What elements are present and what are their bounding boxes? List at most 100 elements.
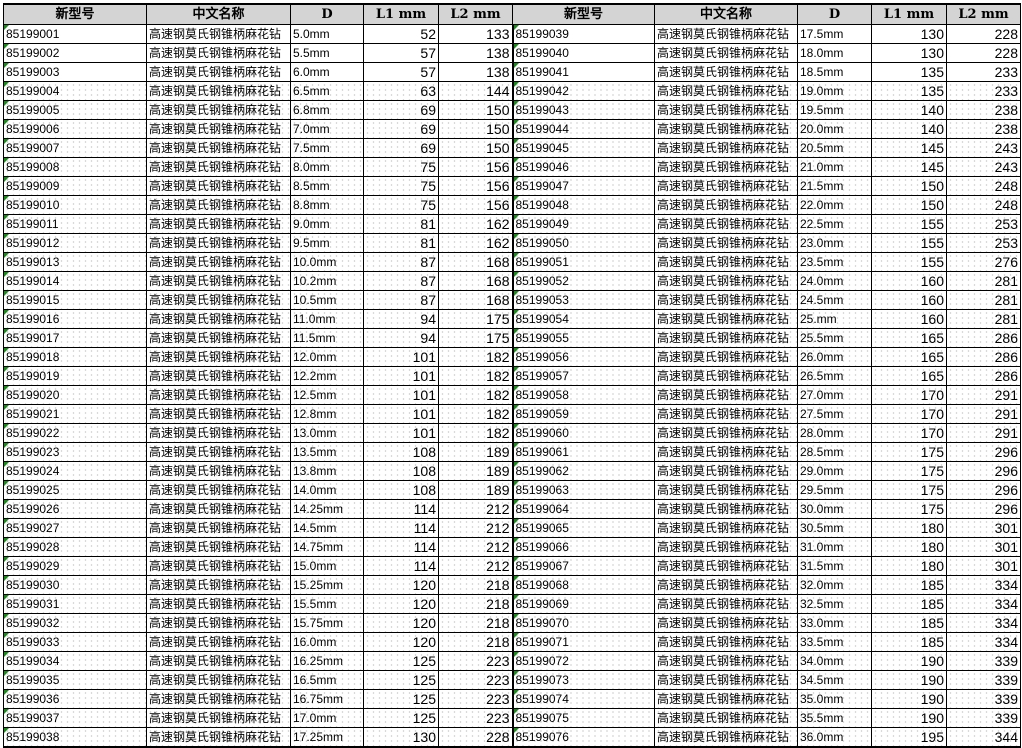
model-cell[interactable]: 85199027 [3, 518, 147, 538]
diameter-cell[interactable]: 31.5mm [797, 556, 872, 576]
model-cell[interactable]: 85199075 [511, 708, 655, 728]
diameter-cell[interactable]: 29.5mm [797, 480, 872, 500]
header-name[interactable]: 中文名称 [146, 3, 291, 25]
l2-cell[interactable]: 168 [438, 290, 513, 310]
model-cell[interactable]: 85199041 [511, 62, 655, 82]
l2-cell[interactable]: 218 [438, 594, 513, 614]
model-cell[interactable]: 85199067 [511, 556, 655, 576]
l1-cell[interactable]: 190 [871, 689, 947, 709]
model-cell[interactable]: 85199038 [3, 727, 147, 748]
l1-cell[interactable]: 69 [363, 100, 439, 120]
name-cell[interactable]: 高速钢莫氏钢锥柄麻花钻 [146, 24, 291, 44]
diameter-cell[interactable]: 27.0mm [797, 385, 872, 405]
model-cell[interactable]: 85199043 [511, 100, 655, 120]
model-cell[interactable]: 85199052 [511, 271, 655, 291]
l1-cell[interactable]: 120 [363, 594, 439, 614]
name-cell[interactable]: 高速钢莫氏钢锥柄麻花钻 [654, 404, 798, 424]
l1-cell[interactable]: 135 [871, 81, 947, 101]
l1-cell[interactable]: 130 [363, 727, 439, 748]
l2-cell[interactable]: 233 [946, 81, 1021, 101]
l1-cell[interactable]: 195 [871, 727, 947, 748]
model-cell[interactable]: 85199026 [3, 499, 147, 519]
name-cell[interactable]: 高速钢莫氏钢锥柄麻花钻 [146, 309, 291, 329]
name-cell[interactable]: 高速钢莫氏钢锥柄麻花钻 [146, 119, 291, 139]
name-cell[interactable]: 高速钢莫氏钢锥柄麻花钻 [654, 214, 798, 234]
header-l2[interactable]: L2 mm [438, 3, 513, 25]
l1-cell[interactable]: 170 [871, 423, 947, 443]
diameter-cell[interactable]: 11.5mm [290, 328, 364, 348]
diameter-cell[interactable]: 27.5mm [797, 404, 872, 424]
name-cell[interactable]: 高速钢莫氏钢锥柄麻花钻 [146, 575, 291, 595]
diameter-cell[interactable]: 8.8mm [290, 195, 364, 215]
l2-cell[interactable]: 162 [438, 233, 513, 253]
model-cell[interactable]: 85199073 [511, 670, 655, 690]
l2-cell[interactable]: 243 [946, 138, 1021, 158]
l1-cell[interactable]: 165 [871, 347, 947, 367]
l2-cell[interactable]: 301 [946, 556, 1021, 576]
diameter-cell[interactable]: 36.0mm [797, 727, 872, 748]
diameter-cell[interactable]: 25.mm [797, 309, 872, 329]
diameter-cell[interactable]: 18.0mm [797, 43, 872, 63]
l2-cell[interactable]: 189 [438, 461, 513, 481]
name-cell[interactable]: 高速钢莫氏钢锥柄麻花钻 [654, 347, 798, 367]
name-cell[interactable]: 高速钢莫氏钢锥柄麻花钻 [146, 727, 291, 748]
diameter-cell[interactable]: 32.5mm [797, 594, 872, 614]
model-cell[interactable]: 85199010 [3, 195, 147, 215]
diameter-cell[interactable]: 19.5mm [797, 100, 872, 120]
diameter-cell[interactable]: 9.0mm [290, 214, 364, 234]
model-cell[interactable]: 85199023 [3, 442, 147, 462]
model-cell[interactable]: 85199020 [3, 385, 147, 405]
l1-cell[interactable]: 180 [871, 518, 947, 538]
name-cell[interactable]: 高速钢莫氏钢锥柄麻花钻 [146, 461, 291, 481]
l1-cell[interactable]: 114 [363, 518, 439, 538]
diameter-cell[interactable]: 28.5mm [797, 442, 872, 462]
diameter-cell[interactable]: 14.75mm [290, 537, 364, 557]
diameter-cell[interactable]: 17.5mm [797, 24, 872, 44]
l1-cell[interactable]: 75 [363, 157, 439, 177]
diameter-cell[interactable]: 35.0mm [797, 689, 872, 709]
model-cell[interactable]: 85199007 [3, 138, 147, 158]
l1-cell[interactable]: 87 [363, 271, 439, 291]
diameter-cell[interactable]: 23.5mm [797, 252, 872, 272]
l2-cell[interactable]: 156 [438, 195, 513, 215]
l2-cell[interactable]: 150 [438, 119, 513, 139]
name-cell[interactable]: 高速钢莫氏钢锥柄麻花钻 [146, 708, 291, 728]
model-cell[interactable]: 85199022 [3, 423, 147, 443]
name-cell[interactable]: 高速钢莫氏钢锥柄麻花钻 [654, 632, 798, 652]
name-cell[interactable]: 高速钢莫氏钢锥柄麻花钻 [654, 613, 798, 633]
diameter-cell[interactable]: 28.0mm [797, 423, 872, 443]
l2-cell[interactable]: 296 [946, 480, 1021, 500]
l1-cell[interactable]: 114 [363, 499, 439, 519]
name-cell[interactable]: 高速钢莫氏钢锥柄麻花钻 [146, 233, 291, 253]
header-d[interactable]: D [290, 3, 364, 25]
l2-cell[interactable]: 281 [946, 290, 1021, 310]
diameter-cell[interactable]: 13.5mm [290, 442, 364, 462]
l1-cell[interactable]: 125 [363, 708, 439, 728]
l1-cell[interactable]: 114 [363, 556, 439, 576]
name-cell[interactable]: 高速钢莫氏钢锥柄麻花钻 [654, 575, 798, 595]
model-cell[interactable]: 85199055 [511, 328, 655, 348]
l2-cell[interactable]: 296 [946, 499, 1021, 519]
model-cell[interactable]: 85199005 [3, 100, 147, 120]
l2-cell[interactable]: 286 [946, 328, 1021, 348]
name-cell[interactable]: 高速钢莫氏钢锥柄麻花钻 [654, 366, 798, 386]
l2-cell[interactable]: 344 [946, 727, 1021, 748]
diameter-cell[interactable]: 10.5mm [290, 290, 364, 310]
model-cell[interactable]: 85199037 [3, 708, 147, 728]
l1-cell[interactable]: 52 [363, 24, 439, 44]
model-cell[interactable]: 85199059 [511, 404, 655, 424]
model-cell[interactable]: 85199040 [511, 43, 655, 63]
model-cell[interactable]: 85199066 [511, 537, 655, 557]
name-cell[interactable]: 高速钢莫氏钢锥柄麻花钻 [654, 138, 798, 158]
name-cell[interactable]: 高速钢莫氏钢锥柄麻花钻 [654, 43, 798, 63]
name-cell[interactable]: 高速钢莫氏钢锥柄麻花钻 [654, 423, 798, 443]
l2-cell[interactable]: 296 [946, 461, 1021, 481]
diameter-cell[interactable]: 12.0mm [290, 347, 364, 367]
model-cell[interactable]: 85199050 [511, 233, 655, 253]
l1-cell[interactable]: 114 [363, 537, 439, 557]
name-cell[interactable]: 高速钢莫氏钢锥柄麻花钻 [654, 480, 798, 500]
model-cell[interactable]: 85199032 [3, 613, 147, 633]
l2-cell[interactable]: 168 [438, 252, 513, 272]
l1-cell[interactable]: 108 [363, 461, 439, 481]
diameter-cell[interactable]: 26.5mm [797, 366, 872, 386]
